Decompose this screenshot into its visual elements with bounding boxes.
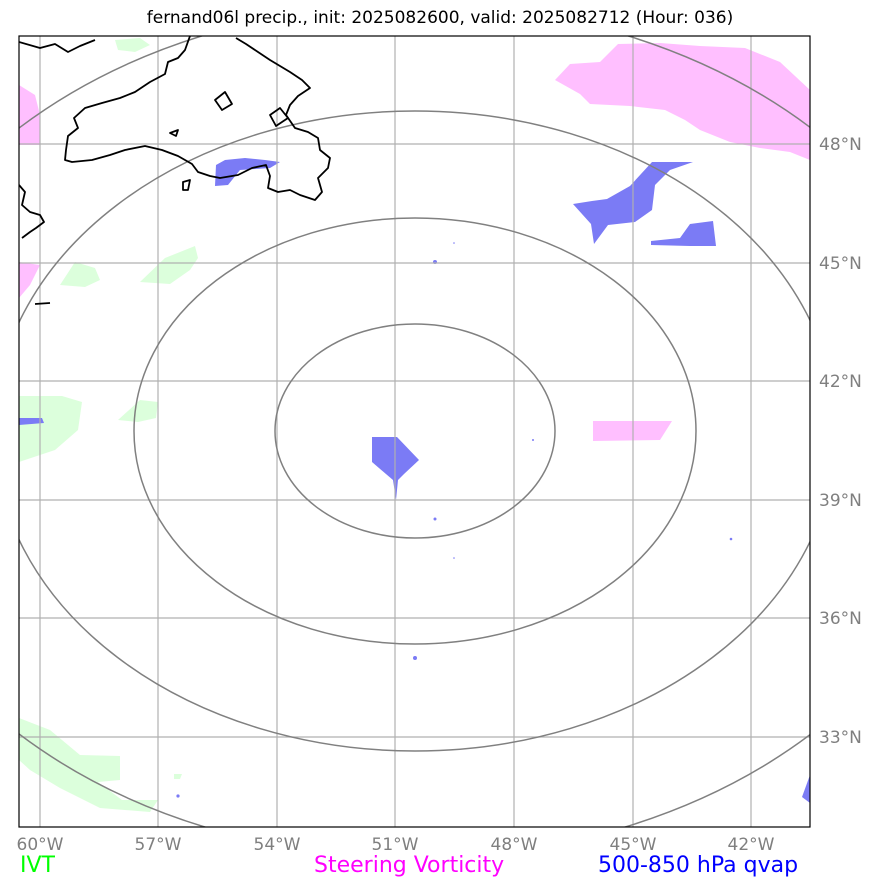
- plot-title: fernand06l precip., init: 2025082600, va…: [146, 8, 734, 28]
- range-rings: [19, 36, 810, 827]
- coastline-bay: [269, 107, 289, 127]
- qvap-region: [651, 221, 716, 246]
- ivt-regions: [19, 38, 198, 812]
- ivt-region: [140, 246, 198, 284]
- lon-tick-label: 57°W: [135, 835, 182, 855]
- coastline-newfoundland: [64, 36, 331, 201]
- legend-ivt-label: IVT: [20, 853, 55, 878]
- lat-tick-label: 33°N: [819, 728, 862, 748]
- lon-tick-label: 51°W: [372, 835, 419, 855]
- steering-vorticity-regions: [19, 43, 810, 441]
- legend-steering-vorticity-label: Steering Vorticity: [314, 853, 505, 878]
- coastline-island: [182, 179, 191, 191]
- lon-tick-label: 60°W: [17, 835, 64, 855]
- lon-tick-labels: 60°W 57°W 54°W 51°W 48°W 45°W 42°W: [17, 835, 775, 855]
- coastline-bay: [214, 91, 233, 111]
- range-ring: [133, 217, 697, 645]
- qvap-speck: [176, 794, 180, 798]
- qvap-region: [802, 775, 810, 803]
- lat-tick-label: 48°N: [819, 135, 862, 155]
- map-frame: [18, 35, 811, 828]
- coastline-novascotia: [19, 184, 45, 239]
- ivt-region: [60, 262, 100, 287]
- qvap-region: [19, 418, 44, 425]
- map-area: [19, 36, 810, 827]
- qvap-speck: [453, 242, 455, 244]
- range-ring: [274, 323, 556, 539]
- lat-tick-labels: 48°N 45°N 42°N 39°N 36°N 33°N: [819, 135, 862, 748]
- qvap-speck: [433, 517, 437, 521]
- coastline-newfoundland: [19, 39, 96, 53]
- steering-region: [555, 43, 810, 160]
- qvap-speck: [532, 439, 534, 441]
- coastline-island: [169, 129, 179, 137]
- steering-region: [19, 262, 40, 298]
- lon-tick-label: 42°W: [728, 835, 775, 855]
- ivt-region: [118, 400, 158, 422]
- lon-tick-label: 48°W: [491, 835, 538, 855]
- lat-tick-label: 36°N: [819, 609, 862, 629]
- qvap-speck: [729, 537, 733, 541]
- steering-region: [19, 85, 40, 145]
- qvap-region: [215, 158, 280, 186]
- coastlines: [19, 36, 331, 305]
- graticule: [19, 36, 810, 827]
- qvap-speck: [453, 557, 455, 559]
- lon-tick-label: 45°W: [610, 835, 657, 855]
- coastline-sable-island: [34, 302, 51, 305]
- lat-tick-label: 42°N: [819, 372, 862, 392]
- lon-tick-label: 54°W: [254, 835, 301, 855]
- lat-tick-label: 39°N: [819, 491, 862, 511]
- ivt-region: [19, 718, 158, 812]
- qvap-regions: [19, 158, 810, 803]
- ivt-region: [174, 774, 182, 779]
- range-ring: [19, 110, 810, 752]
- lat-tick-label: 45°N: [819, 254, 862, 274]
- ivt-region: [115, 38, 150, 52]
- legend-qvap-label: 500-850 hPa qvap: [598, 853, 799, 878]
- ivt-region: [19, 396, 82, 462]
- qvap-speck: [413, 656, 417, 660]
